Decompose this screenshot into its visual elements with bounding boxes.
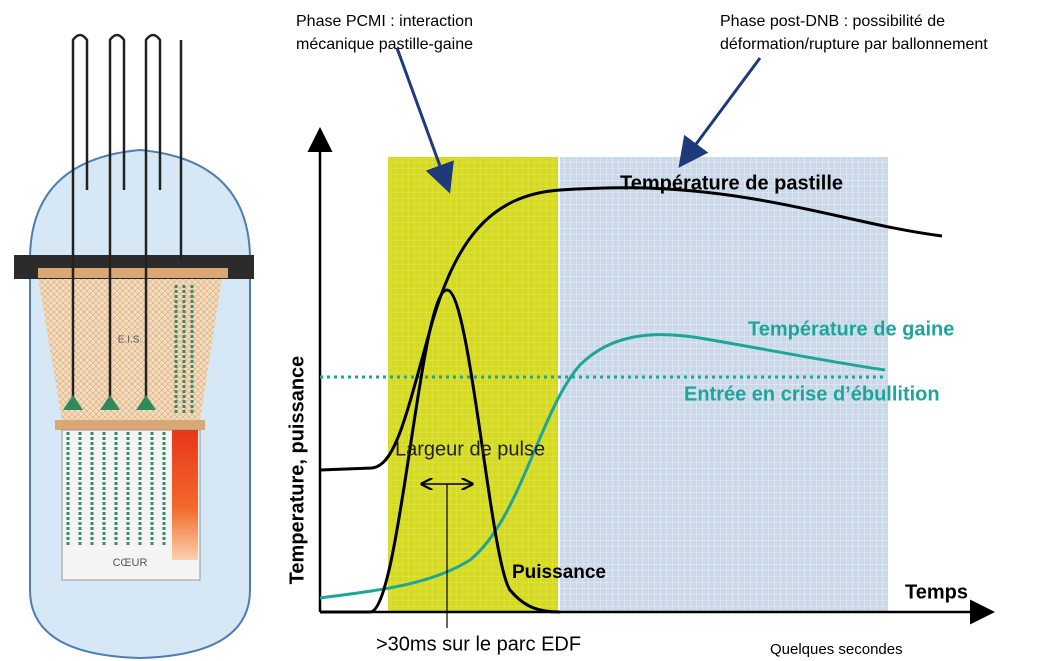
clad-label: Température de gaine (748, 318, 954, 340)
post-dnb-arrow (678, 57, 762, 168)
upper-label: E.I.S. (118, 335, 142, 346)
reactor: E.I.S. CŒUR (14, 33, 254, 660)
pellet-label: Température de pastille (620, 172, 843, 194)
hot-spot (172, 430, 198, 560)
control-rods (71, 33, 183, 400)
power-label: Puissance (512, 562, 606, 583)
fuel-rods (66, 285, 194, 545)
plate (38, 268, 228, 278)
post-dnb-text: déformation/rupture par ballonnement (720, 36, 988, 53)
power-curve (320, 288, 561, 614)
spiders (63, 395, 156, 410)
y-axis-label: Temperature, puissance (286, 356, 308, 585)
pcmi-text: mécanique pastille-gaine (296, 36, 473, 53)
pellet-curve (319, 186, 943, 472)
upper-internals (38, 278, 222, 420)
boiling-label: Entrée en crise d’ébullition (684, 383, 940, 405)
x-axis-label: Temps (905, 581, 968, 603)
time-scale: Quelques secondes (770, 641, 903, 658)
post-dnb-text: Phase post-DNB : possibilité de (720, 13, 945, 30)
plate (55, 420, 205, 430)
core-label: CŒUR (113, 557, 148, 569)
pcmi-text: Phase PCMI : interaction (296, 13, 473, 30)
post-dnb-band (560, 157, 888, 612)
pulse-width-label: Largeur de pulse (395, 438, 545, 460)
clad-curve (319, 333, 886, 600)
pulse-duration: >30ms sur le parc EDF (376, 633, 581, 655)
pcmi-arrow (395, 47, 454, 194)
